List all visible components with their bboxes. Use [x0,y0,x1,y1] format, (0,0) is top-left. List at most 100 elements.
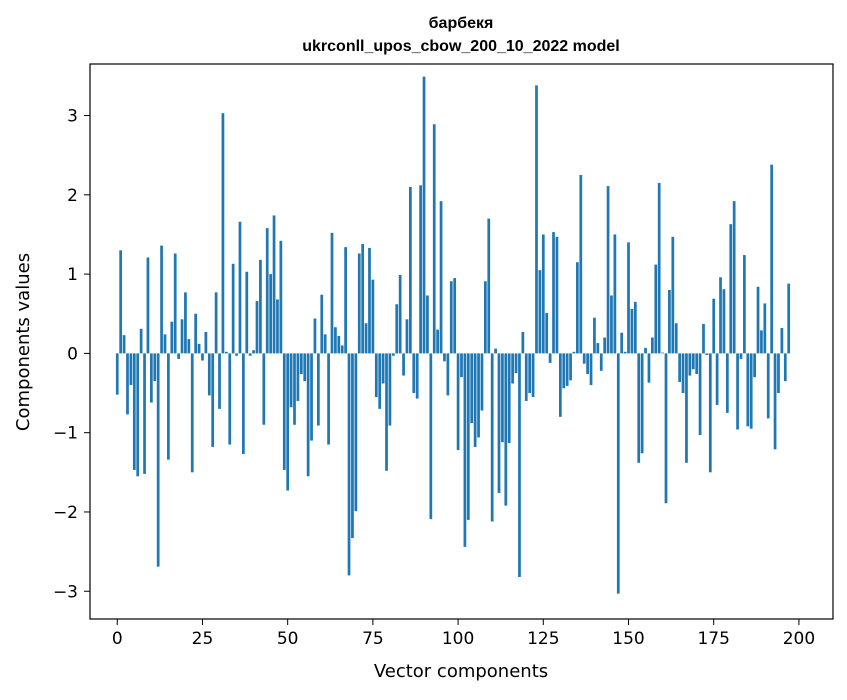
bar [296,353,300,401]
y-tick-label: 2 [67,186,78,206]
bar [446,353,450,396]
y-tick-label: 3 [67,107,78,127]
bar [558,353,562,417]
bar [221,113,225,354]
x-axis-label: Vector components [374,661,548,682]
bar [637,353,641,463]
bar [777,353,780,394]
bar [340,345,344,354]
bar [497,353,501,493]
bar [122,335,126,354]
bar [640,353,644,454]
bar [705,353,709,355]
bar [231,263,235,354]
x-tick-label: 175 [697,629,729,649]
bar [783,353,787,382]
bar [436,329,440,354]
bar [593,317,596,354]
bar [606,186,610,354]
bar [235,353,238,356]
bar [156,353,160,567]
bar [620,332,624,354]
bar [463,353,467,547]
x-tick-label: 0 [112,629,123,649]
bar [644,347,647,354]
bar [633,301,637,354]
x-tick-label: 100 [442,629,474,649]
bar [299,353,303,374]
bar [674,323,678,354]
plot-frame [89,63,834,620]
bar [184,292,187,354]
bar [374,353,378,397]
bar [535,85,538,354]
bar [224,351,228,354]
bar [327,353,330,445]
bar [494,348,497,354]
bar [368,247,371,354]
x-tick-label: 25 [192,629,214,649]
bar [143,353,146,474]
y-axis-ticks: −3 −2 −1 0 1 2 3 [53,107,90,602]
bar [330,232,334,354]
x-tick-label: 200 [783,629,815,649]
bar [599,353,603,371]
bar [668,289,671,354]
bar [688,353,692,376]
bar [480,353,484,411]
x-tick-label: 150 [612,629,644,649]
bar [443,353,446,362]
bar [129,353,133,386]
bar [320,294,324,354]
bar [651,337,654,354]
bar [282,353,286,470]
y-tick-label: 0 [67,344,78,364]
bar [167,353,170,460]
bar [334,327,337,354]
bar [501,353,504,443]
bar [562,353,566,389]
bar [657,182,661,354]
bar [576,262,579,354]
bar [409,186,412,354]
bar [402,353,405,376]
bar [555,236,559,354]
bar [749,353,753,429]
bar [310,353,313,441]
bars-group [115,76,791,594]
bar [136,353,140,477]
bar [259,259,262,354]
chart-title-line1: барбекя [429,15,494,32]
bar [627,242,630,354]
bar [538,270,542,354]
bar [756,286,760,354]
bar [265,228,269,354]
bar [732,201,736,354]
bar [303,353,307,382]
bar [190,353,194,473]
bar [528,353,532,394]
bar [248,353,252,356]
bar [552,232,555,354]
bar [289,353,293,408]
bar [132,353,136,470]
bar [197,343,201,354]
bar [422,76,426,354]
bar [569,353,572,381]
bar [685,353,688,463]
bar [712,298,716,354]
y-tick-label: −3 [53,582,78,602]
bar [681,353,685,394]
bar [746,353,750,427]
bar [323,334,327,354]
bar [313,318,317,354]
bar [228,353,232,445]
bar [201,353,204,361]
bar [279,240,283,354]
bar [589,353,593,386]
bar [661,352,664,354]
bar [695,353,699,374]
bar [521,331,525,354]
bar [306,353,310,477]
bar [770,164,774,354]
